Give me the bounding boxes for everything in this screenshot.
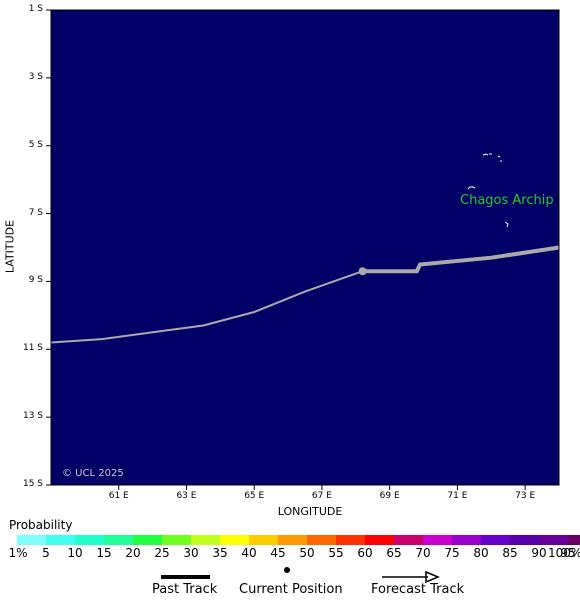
colorbar-segment [510,535,539,545]
lat-tick-label: 3 S [28,71,43,82]
lon-tick-label: 63 E [176,491,197,501]
colorbar-label: 55 [328,546,344,560]
current-position-marker [358,267,367,276]
colorbar-label: 15 [96,546,112,560]
current-position-legend-label: Current Position [239,582,343,597]
past-track-line [50,270,363,344]
colorbar-label: 60 [357,546,373,560]
colorbar-label: 25 [154,546,170,560]
lat-tick-label: 15 S [22,479,43,489]
colorbar-segment [249,535,278,545]
lat-tick-label: 7 S [28,207,43,218]
colorbar-segment [307,535,336,545]
colorbar-segment [191,535,220,545]
colorbar-label: 50 [299,546,315,560]
credit-text: © UCL 2025 [62,468,124,479]
colorbar-label: 90 [531,546,547,560]
colorbar-label: 95 [560,546,576,560]
island-cluster-north [482,153,502,162]
colorbar-label: 75 [444,546,460,560]
past-track-legend-label: Past Track [152,582,218,597]
colorbar-label: 5 [42,546,50,560]
colorbar-label: 20 [125,546,141,560]
colorbar-segment [75,535,104,545]
colorbar-segment [481,535,510,545]
colorbar-label: 30 [183,546,199,560]
colorbar-segment [17,535,46,545]
axis-ticks [46,9,526,490]
forecast-arrow-icon [425,570,440,584]
colorbar-label: 40 [241,546,257,560]
forecast-track-legend-label: Forecast Track [371,582,465,597]
colorbar-segment [278,535,307,545]
map-frame [50,9,560,486]
lat-tick-label: 5 S [28,139,43,150]
colorbar-segment [452,535,481,545]
lat-tick-label: 9 S [28,275,43,286]
colorbar-segment [423,535,452,545]
probability-title: Probability [9,518,73,532]
colorbar-segment [336,535,365,545]
colorbar-segment [104,535,133,545]
colorbar-segment [46,535,75,545]
colorbar-label: 35 [212,546,228,560]
current-position-legend-dot [284,567,290,573]
colorbar-segment [133,535,162,545]
lat-tick-label: 11 S [22,343,43,354]
colorbar-label: 10 [67,546,83,560]
colorbar-segment [568,535,580,545]
forecast-track-line [362,245,560,274]
island-outlines [467,153,509,228]
island-cluster-west [467,186,476,190]
lat-tick-label: 13 S [22,411,43,422]
colorbar-label: 80 [473,546,489,560]
longitude-axis-title: LONGITUDE [277,505,343,518]
lon-tick-label: 71 E [447,491,468,501]
colorbar-segment [162,535,191,545]
lon-tick-label: 69 E [379,491,400,501]
map-background [51,10,559,485]
island-cluster-south [504,221,509,228]
lon-tick-label: 67 E [311,491,332,501]
colorbar-segment [220,535,249,545]
colorbar-label: 45 [270,546,286,560]
latitude-axis-title: LATITUDE [3,219,17,274]
place-label: Chagos Archip [460,193,554,208]
lat-tick-label: 1 S [28,4,43,14]
probability-colorbar [17,535,580,545]
colorbar-segment [394,535,423,545]
lon-tick-label: 73 E [515,491,536,501]
colorbar-label: 70 [415,546,431,560]
lon-tick-label: 61 E [108,491,129,501]
colorbar-label: 100% [548,546,580,560]
colorbar-segment [539,535,568,545]
colorbar-label: 65 [386,546,402,560]
lon-tick-label: 65 E [244,491,265,501]
colorbar-label: 1% [8,546,28,560]
colorbar-label: 85 [502,546,518,560]
colorbar-segment [365,535,394,545]
